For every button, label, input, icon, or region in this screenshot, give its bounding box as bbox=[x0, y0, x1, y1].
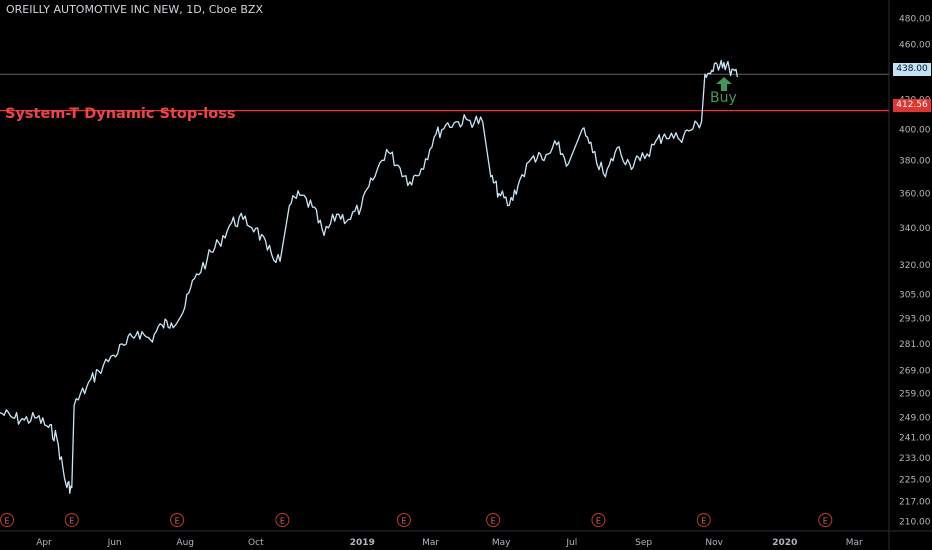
buy-signal-label: Buy bbox=[710, 90, 737, 106]
time-tick-label: Jul bbox=[565, 538, 577, 548]
svg-text:E: E bbox=[491, 517, 496, 526]
price-axis-labels: 480.00460.00420.00400.00380.00360.00340.… bbox=[899, 15, 931, 528]
price-tick-label: 293.00 bbox=[899, 315, 931, 325]
price-tick-label: 259.00 bbox=[899, 390, 931, 400]
price-tick-label: 249.00 bbox=[899, 414, 931, 424]
time-tick-label: Mar bbox=[422, 538, 439, 548]
chart-title: OREILLY AUTOMOTIVE INC NEW, 1D, Cboe BZX bbox=[6, 3, 263, 16]
time-tick-label: 2020 bbox=[772, 538, 797, 548]
svg-text:E: E bbox=[69, 517, 74, 526]
time-tick-label: May bbox=[492, 538, 511, 548]
svg-text:E: E bbox=[4, 517, 9, 526]
price-tick-label: 360.00 bbox=[899, 189, 931, 199]
time-tick-label: Sep bbox=[635, 538, 652, 548]
stop-loss-label: System-T Dynamic Stop-loss bbox=[5, 106, 236, 122]
earnings-marker-icon[interactable]: E bbox=[696, 513, 711, 527]
svg-text:E: E bbox=[401, 517, 406, 526]
price-tick-label: 241.00 bbox=[899, 434, 931, 444]
time-tick-label: Mar bbox=[846, 538, 863, 548]
time-tick-label: Apr bbox=[36, 538, 52, 548]
price-tick-label: 320.00 bbox=[899, 261, 931, 271]
earnings-marker-icon[interactable]: E bbox=[486, 513, 501, 527]
price-tick-label: 210.00 bbox=[899, 517, 931, 527]
time-tick-label: Aug bbox=[176, 538, 194, 548]
svg-text:E: E bbox=[596, 517, 601, 526]
price-tick-label: 380.00 bbox=[899, 157, 931, 167]
price-tick-label: 281.00 bbox=[899, 340, 931, 350]
price-tick-label: 233.00 bbox=[899, 454, 931, 464]
svg-text:E: E bbox=[175, 517, 180, 526]
time-tick-label: Oct bbox=[248, 538, 264, 548]
time-tick-label: Jun bbox=[107, 538, 122, 548]
earnings-marker-icon[interactable]: E bbox=[170, 513, 185, 527]
earnings-marker-icon[interactable]: E bbox=[591, 513, 606, 527]
earnings-marker-icon[interactable]: E bbox=[818, 513, 833, 527]
price-tick-label: 217.00 bbox=[899, 497, 931, 507]
price-tick-label: 340.00 bbox=[899, 224, 931, 234]
time-tick-label: Nov bbox=[705, 538, 723, 548]
price-tick-label: 305.00 bbox=[899, 290, 931, 300]
time-tick-label: 2019 bbox=[350, 538, 375, 548]
earnings-marker-icon[interactable]: E bbox=[64, 513, 79, 527]
price-tick-label: 225.00 bbox=[899, 475, 931, 485]
current-price-badge: 438.00 bbox=[893, 63, 931, 76]
price-tick-label: 460.00 bbox=[899, 40, 931, 50]
earnings-marker-icon[interactable]: E bbox=[0, 513, 14, 527]
price-tick-label: 480.00 bbox=[899, 15, 931, 25]
time-axis-labels: Apr Jun Aug Oct 2019 Mar May Jul Sep Nov 2020 Mar bbox=[36, 538, 863, 548]
price-tick-label: 269.00 bbox=[899, 367, 931, 377]
price-line-series bbox=[0, 59, 739, 494]
svg-text:E: E bbox=[280, 517, 285, 526]
stop-price-badge: 412.56 bbox=[893, 99, 931, 112]
earnings-marker-icon[interactable]: E bbox=[396, 513, 411, 527]
price-tick-label: 400.00 bbox=[899, 125, 931, 135]
earnings-marker-icon[interactable]: E bbox=[275, 513, 290, 527]
svg-text:E: E bbox=[823, 517, 828, 526]
buy-arrow-icon bbox=[716, 77, 732, 91]
svg-text:E: E bbox=[701, 517, 706, 526]
